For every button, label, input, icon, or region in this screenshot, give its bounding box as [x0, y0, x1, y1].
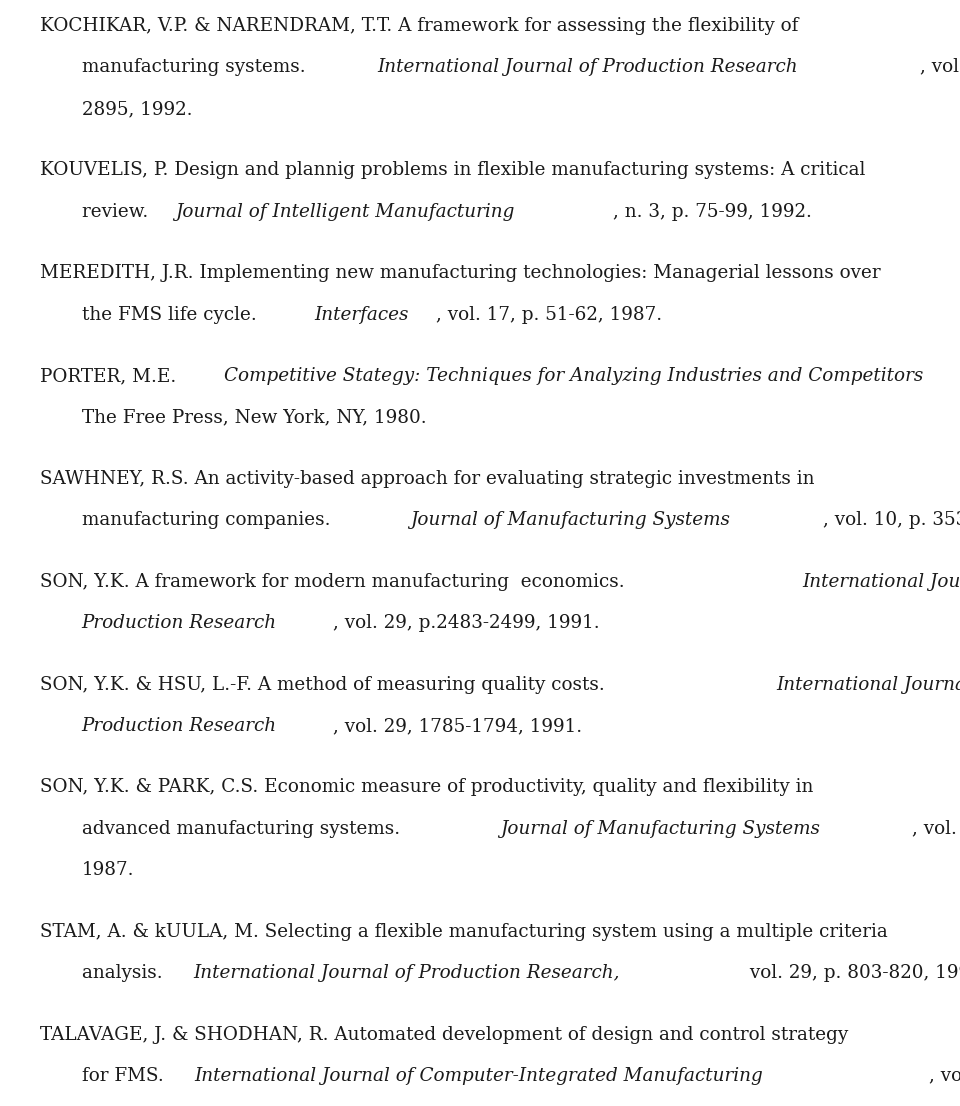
Text: review.: review.: [82, 202, 154, 221]
Text: Journal of Manufacturing Systems: Journal of Manufacturing Systems: [410, 511, 730, 530]
Text: Journal of Intelligent Manufacturing: Journal of Intelligent Manufacturing: [175, 202, 514, 221]
Text: vol. 29, p. 803-820, 1991.: vol. 29, p. 803-820, 1991.: [744, 964, 960, 982]
Text: analysis.: analysis.: [82, 964, 168, 982]
Text: 1987.: 1987.: [82, 862, 134, 879]
Text: International Journal of: International Journal of: [777, 676, 960, 693]
Text: , vol. 5, p. 355-: , vol. 5, p. 355-: [928, 1067, 960, 1085]
Text: SAWHNEY, R.S. An activity-based approach for evaluating strategic investments in: SAWHNEY, R.S. An activity-based approach…: [40, 470, 815, 488]
Text: , vol. 29, p.2483-2499, 1991.: , vol. 29, p.2483-2499, 1991.: [333, 614, 600, 633]
Text: KOUVELIS, P. Design and plannig problems in flexible manufacturing systems: A cr: KOUVELIS, P. Design and plannig problems…: [40, 161, 866, 179]
Text: Interfaces: Interfaces: [315, 305, 409, 324]
Text: PORTER, M.E.: PORTER, M.E.: [40, 367, 182, 385]
Text: , vol. 17, p. 51-62, 1987.: , vol. 17, p. 51-62, 1987.: [437, 305, 662, 324]
Text: advanced manufacturing systems.: advanced manufacturing systems.: [82, 820, 406, 838]
Text: Production Research: Production Research: [82, 614, 276, 633]
Text: Journal of Manufacturing Systems: Journal of Manufacturing Systems: [499, 820, 820, 838]
Text: for FMS.: for FMS.: [82, 1067, 169, 1085]
Text: Competitive Stategy: Techniques for Analyzing Industries and Competitors: Competitive Stategy: Techniques for Anal…: [224, 367, 923, 385]
Text: MEREDITH, J.R. Implementing new manufacturing technologies: Managerial lessons o: MEREDITH, J.R. Implementing new manufact…: [40, 264, 881, 282]
Text: TALAVAGE, J. & SHODHAN, R. Automated development of design and control strategy: TALAVAGE, J. & SHODHAN, R. Automated dev…: [40, 1025, 849, 1044]
Text: the FMS life cycle.: the FMS life cycle.: [82, 305, 262, 324]
Text: KOCHIKAR, V.P. & NARENDRAM, T.T. A framework for assessing the flexibility of: KOCHIKAR, V.P. & NARENDRAM, T.T. A frame…: [40, 17, 799, 35]
Text: , vol. 29, 1785-1794, 1991.: , vol. 29, 1785-1794, 1991.: [333, 717, 583, 735]
Text: , vol. 9, p. 181-193,: , vol. 9, p. 181-193,: [912, 820, 960, 838]
Text: , vol. 30, p. 2873-: , vol. 30, p. 2873-: [921, 59, 960, 76]
Text: SON, Y.K. & PARK, C.S. Economic measure of productivity, quality and flexibility: SON, Y.K. & PARK, C.S. Economic measure …: [40, 779, 814, 796]
Text: , n. 3, p. 75-99, 1992.: , n. 3, p. 75-99, 1992.: [612, 202, 811, 221]
Text: SON, Y.K. & HSU, L.-F. A method of measuring quality costs.: SON, Y.K. & HSU, L.-F. A method of measu…: [40, 676, 611, 693]
Text: International Journal of: International Journal of: [803, 573, 960, 591]
Text: SON, Y.K. A framework for modern manufacturing  economics.: SON, Y.K. A framework for modern manufac…: [40, 573, 631, 591]
Text: International Journal of Computer-Integrated Manufacturing: International Journal of Computer-Integr…: [195, 1067, 763, 1085]
Text: 2895, 1992.: 2895, 1992.: [82, 100, 192, 118]
Text: Production Research: Production Research: [82, 717, 276, 735]
Text: manufacturing companies.: manufacturing companies.: [82, 511, 336, 530]
Text: International Journal of Production Research: International Journal of Production Rese…: [377, 59, 799, 76]
Text: STAM, A. & kUULA, M. Selecting a flexible manufacturing system using a multiple : STAM, A. & kUULA, M. Selecting a flexibl…: [40, 922, 888, 941]
Text: The Free Press, New York, NY, 1980.: The Free Press, New York, NY, 1980.: [82, 408, 426, 427]
Text: , vol. 10, p. 353-367, 1991.: , vol. 10, p. 353-367, 1991.: [823, 511, 960, 530]
Text: International Journal of Production Research,: International Journal of Production Rese…: [193, 964, 620, 982]
Text: manufacturing systems.: manufacturing systems.: [82, 59, 311, 76]
